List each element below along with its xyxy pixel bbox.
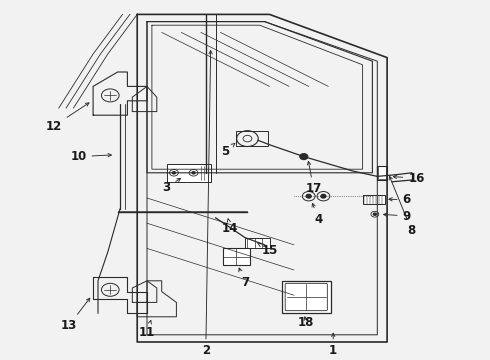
FancyBboxPatch shape (378, 166, 386, 179)
Text: 13: 13 (60, 298, 90, 332)
Text: 10: 10 (70, 150, 111, 163)
Text: 18: 18 (298, 316, 315, 329)
Text: 1: 1 (329, 333, 337, 357)
Text: 11: 11 (139, 320, 155, 339)
Text: 17: 17 (305, 161, 322, 195)
Circle shape (172, 172, 175, 174)
Text: 2: 2 (202, 51, 212, 357)
Text: 3: 3 (163, 179, 180, 194)
Text: 7: 7 (239, 268, 249, 289)
Text: 14: 14 (222, 219, 239, 235)
Circle shape (321, 194, 326, 198)
FancyBboxPatch shape (285, 283, 327, 311)
Circle shape (192, 172, 195, 174)
FancyBboxPatch shape (363, 195, 385, 204)
Text: 12: 12 (46, 103, 89, 132)
FancyBboxPatch shape (282, 281, 331, 313)
Text: 9: 9 (384, 210, 411, 222)
Circle shape (373, 213, 376, 215)
Circle shape (300, 154, 308, 159)
Text: 6: 6 (389, 193, 411, 206)
Circle shape (306, 194, 311, 198)
Text: 15: 15 (258, 243, 278, 257)
FancyBboxPatch shape (167, 164, 211, 182)
Text: 4: 4 (312, 203, 322, 226)
FancyBboxPatch shape (245, 238, 270, 248)
Text: 8: 8 (389, 176, 416, 237)
Text: 5: 5 (221, 143, 235, 158)
Text: 16: 16 (393, 172, 425, 185)
FancyBboxPatch shape (223, 248, 250, 265)
